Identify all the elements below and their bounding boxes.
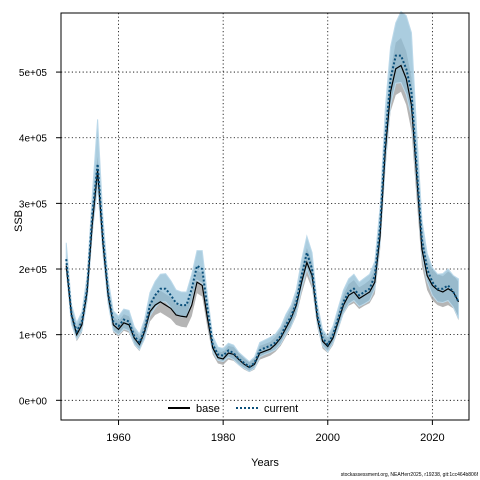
- legend: base current: [168, 403, 298, 415]
- current-confidence-band: [65, 10, 460, 373]
- x-tick-label: 1960: [106, 432, 130, 444]
- x-axis-label: Years: [251, 457, 279, 469]
- y-tick-label: 3e+05: [19, 199, 48, 210]
- y-tick-label: 0e+00: [19, 396, 48, 407]
- footer-credit: stockassessment.org, NEAHerr2025, r19238…: [341, 472, 479, 478]
- plot-frame: [60, 12, 470, 421]
- x-tick-label: 2000: [316, 432, 340, 444]
- x-tick-label: 2020: [420, 432, 444, 444]
- series-line-current: [65, 54, 460, 369]
- y-tick-label: 2e+05: [19, 265, 48, 276]
- series-lines: [65, 54, 460, 369]
- legend-label-base: base: [196, 403, 220, 415]
- legend-label-current: current: [264, 403, 298, 415]
- y-tick-label: 5e+05: [19, 68, 48, 79]
- y-tick-label: 1e+05: [19, 331, 48, 342]
- x-tick-label: 1980: [211, 432, 235, 444]
- x-axis: 1960 1980 2000 2020: [106, 420, 445, 444]
- y-axis-label: SSB: [13, 210, 25, 232]
- confidence-bands: [65, 10, 460, 373]
- y-tick-label: 4e+05: [19, 134, 48, 145]
- y-axis: 0e+00 1e+05 2e+05 3e+05 4e+05 5e+05: [19, 68, 61, 407]
